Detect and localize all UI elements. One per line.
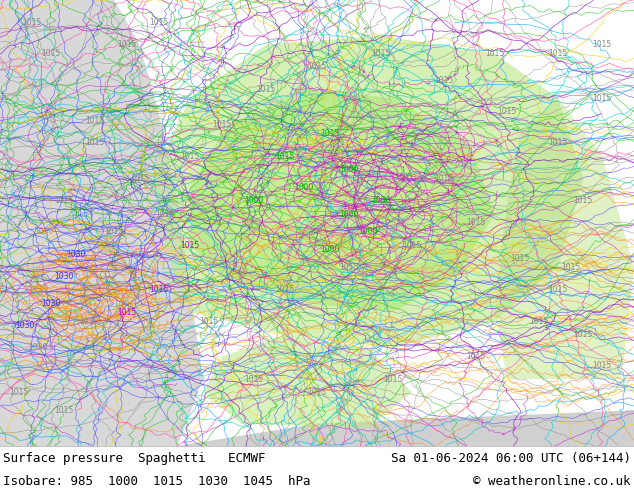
Polygon shape: [190, 89, 495, 312]
Text: 1015: 1015: [244, 374, 263, 384]
Text: Surface pressure  Spaghetti   ECMWF: Surface pressure Spaghetti ECMWF: [3, 452, 266, 465]
Text: 1015: 1015: [403, 241, 422, 250]
Text: 1030: 1030: [54, 272, 73, 281]
Text: 1015: 1015: [307, 62, 327, 72]
Text: 1000: 1000: [244, 196, 263, 205]
Text: 1015: 1015: [212, 121, 231, 129]
Text: 1015: 1015: [339, 263, 358, 272]
Text: 1015: 1015: [181, 151, 200, 161]
Text: 1015: 1015: [149, 18, 168, 27]
Text: 1015: 1015: [276, 151, 295, 161]
Text: 1015: 1015: [149, 285, 168, 294]
Text: 1015: 1015: [10, 388, 29, 397]
Text: 1015: 1015: [54, 406, 73, 415]
Text: 1030: 1030: [41, 299, 60, 308]
Text: 1015: 1015: [54, 254, 73, 263]
Polygon shape: [222, 112, 456, 285]
Text: 1015: 1015: [593, 40, 612, 49]
Text: 1015: 1015: [117, 40, 136, 49]
Text: 1015: 1015: [130, 174, 149, 183]
Text: 1015: 1015: [181, 241, 200, 250]
Text: 1015: 1015: [257, 85, 276, 94]
Text: 1000: 1000: [35, 227, 54, 236]
Text: 1000: 1000: [358, 227, 377, 236]
Text: 1015: 1015: [548, 285, 567, 294]
Text: 1015: 1015: [276, 285, 295, 294]
Polygon shape: [178, 410, 634, 446]
Text: 1015: 1015: [574, 330, 593, 339]
Text: Sa 01-06-2024 06:00 UTC (06+144): Sa 01-06-2024 06:00 UTC (06+144): [391, 452, 631, 465]
Text: 1015: 1015: [22, 18, 41, 27]
Text: 1000: 1000: [295, 183, 314, 192]
Text: 1015: 1015: [510, 254, 529, 263]
Polygon shape: [152, 36, 583, 348]
Text: Isobare: 985  1000  1015  1030  1045  hPa: Isobare: 985 1000 1015 1030 1045 hPa: [3, 475, 311, 488]
Text: 1015: 1015: [384, 374, 403, 384]
Text: 1015: 1015: [41, 49, 60, 58]
Text: 1015: 1015: [548, 49, 567, 58]
Text: 1015: 1015: [29, 285, 48, 294]
Text: 1015: 1015: [86, 138, 105, 147]
Text: 1015: 1015: [54, 196, 73, 205]
Text: 1000: 1000: [371, 196, 390, 205]
Text: 1015: 1015: [200, 317, 219, 325]
Text: 1015: 1015: [593, 361, 612, 370]
Text: 1000: 1000: [339, 210, 358, 219]
Text: 1015: 1015: [498, 107, 517, 116]
Text: 1015: 1015: [86, 116, 105, 125]
Text: 1030: 1030: [29, 343, 48, 352]
Text: 1015: 1015: [574, 196, 593, 205]
Text: 1000: 1000: [320, 245, 339, 254]
Text: 1015: 1015: [593, 94, 612, 102]
Text: 1015: 1015: [561, 263, 580, 272]
Text: © weatheronline.co.uk: © weatheronline.co.uk: [474, 475, 631, 488]
Polygon shape: [495, 98, 634, 379]
Polygon shape: [0, 0, 203, 446]
Text: 1015: 1015: [434, 174, 453, 183]
Text: 1015: 1015: [466, 352, 485, 361]
Text: 1015: 1015: [155, 210, 174, 219]
Text: 1015: 1015: [320, 129, 339, 138]
Text: 1015: 1015: [548, 138, 567, 147]
Text: 1015: 1015: [466, 219, 485, 227]
Text: 1015: 1015: [371, 49, 390, 58]
Text: 1015: 1015: [485, 49, 504, 58]
Text: 1015: 1015: [434, 76, 453, 85]
Text: 1015: 1015: [105, 227, 124, 236]
Text: 1015: 1015: [117, 308, 136, 317]
Text: 1030: 1030: [67, 250, 86, 259]
Text: 1030: 1030: [79, 317, 98, 325]
Text: 1015: 1015: [307, 388, 327, 397]
Polygon shape: [203, 334, 412, 428]
Text: 1030: 1030: [16, 321, 35, 330]
Text: 1000: 1000: [339, 165, 358, 174]
Text: 1015: 1015: [529, 317, 548, 325]
